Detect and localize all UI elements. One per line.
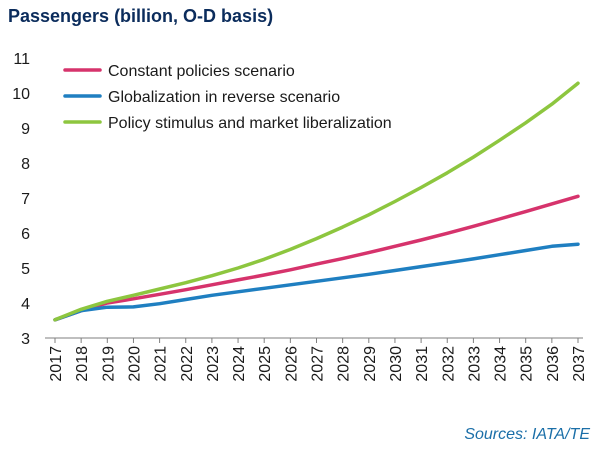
x-tick-label: 2021 [153,346,170,382]
x-tick-label: 2033 [466,346,483,382]
x-axis: 2017 2018 2019 2020 2021 2022 2023 2024 2025 2026… [45,337,588,382]
x-tick-label: 2017 [48,346,65,382]
y-tick-label: 10 [12,86,30,103]
x-tick-label: 2027 [310,346,327,382]
series-line [53,194,580,322]
series-lines [53,81,580,322]
x-tick-label: 2032 [440,346,457,382]
y-tick-label: 7 [21,191,30,208]
x-tick-label: 2029 [362,346,379,382]
x-tick-label: 2020 [126,346,143,382]
chart-title: Passengers (billion, O-D basis) [8,6,274,26]
y-tick-label: 11 [13,51,30,68]
x-tick-label: 2036 [545,346,562,382]
legend: Constant policies scenario Globalization … [63,63,392,132]
x-tick-label: 2025 [257,346,274,382]
y-tick-label: 9 [21,121,30,138]
y-axis: 3 4 5 6 7 8 9 10 11 [12,51,30,348]
x-tick-label: 2022 [179,346,196,382]
x-tick-label: 2019 [100,346,117,382]
x-tick-label: 2018 [74,346,91,382]
legend-label: Globalization in reverse scenario [108,89,340,106]
legend-label: Policy stimulus and market liberalizatio… [108,115,392,132]
legend-label: Constant policies scenario [108,63,295,80]
chart-source: Sources: IATA/TE [464,426,590,443]
x-tick-label: 2034 [493,346,510,382]
y-tick-label: 4 [21,296,30,313]
x-tick-label: 2031 [414,346,431,382]
series-line [53,242,580,322]
x-tick-label: 2026 [283,346,300,382]
x-tick-label: 2035 [519,346,536,382]
x-tick-label: 2024 [231,346,248,382]
y-tick-label: 3 [21,331,30,348]
x-tick-label: 2023 [205,346,222,382]
x-tick-label: 2028 [336,346,353,382]
x-tick-label: 2037 [571,346,588,382]
x-tick-label: 2030 [388,346,405,382]
series-line [53,81,580,322]
y-tick-label: 5 [21,261,30,278]
y-tick-label: 6 [21,226,30,243]
y-tick-label: 8 [21,156,30,173]
